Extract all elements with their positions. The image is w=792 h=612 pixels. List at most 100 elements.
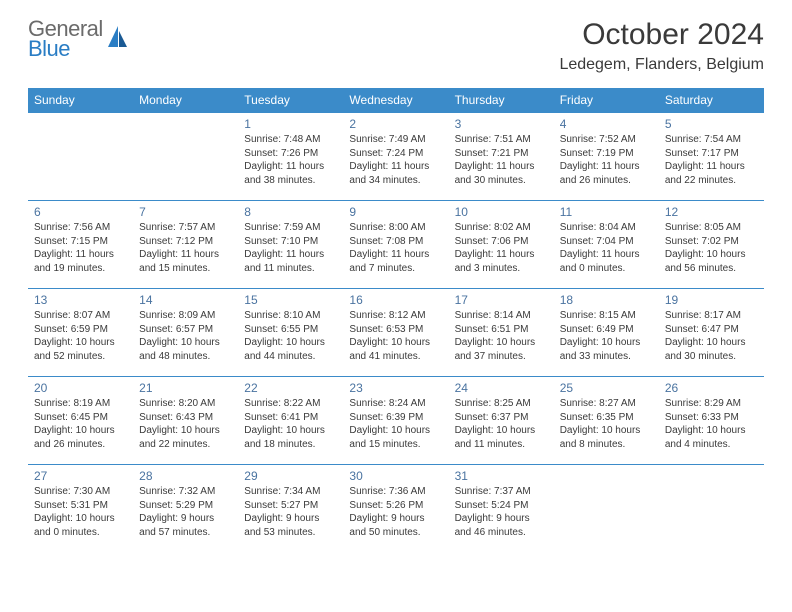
sunset-text: Sunset: 6:39 PM [349,411,442,425]
daylight-text: Daylight: 11 hours and 0 minutes. [560,248,653,275]
daylight-text: Daylight: 11 hours and 11 minutes. [244,248,337,275]
sunset-text: Sunset: 6:49 PM [560,323,653,337]
sunset-text: Sunset: 6:41 PM [244,411,337,425]
sunrise-text: Sunrise: 7:37 AM [455,485,548,499]
day-number: 25 [560,380,653,396]
weekday-header-row: Sunday Monday Tuesday Wednesday Thursday… [28,88,764,113]
day-number: 20 [34,380,127,396]
daylight-text: Daylight: 10 hours and 44 minutes. [244,336,337,363]
daylight-text: Daylight: 10 hours and 8 minutes. [560,424,653,451]
calendar-day-cell: 19Sunrise: 8:17 AMSunset: 6:47 PMDayligh… [659,289,764,377]
daylight-text: Daylight: 10 hours and 4 minutes. [665,424,758,451]
calendar-day-cell: 28Sunrise: 7:32 AMSunset: 5:29 PMDayligh… [133,465,238,553]
day-number: 13 [34,292,127,308]
day-number: 30 [349,468,442,484]
calendar-day-cell: 7Sunrise: 7:57 AMSunset: 7:12 PMDaylight… [133,201,238,289]
sunset-text: Sunset: 5:24 PM [455,499,548,513]
calendar-day-cell [28,113,133,201]
daylight-text: Daylight: 10 hours and 33 minutes. [560,336,653,363]
weekday-header: Saturday [659,88,764,113]
calendar-day-cell: 2Sunrise: 7:49 AMSunset: 7:24 PMDaylight… [343,113,448,201]
calendar-day-cell: 25Sunrise: 8:27 AMSunset: 6:35 PMDayligh… [554,377,659,465]
daylight-text: Daylight: 10 hours and 52 minutes. [34,336,127,363]
calendar-day-cell: 22Sunrise: 8:22 AMSunset: 6:41 PMDayligh… [238,377,343,465]
day-number: 29 [244,468,337,484]
sunset-text: Sunset: 7:10 PM [244,235,337,249]
sunrise-text: Sunrise: 7:49 AM [349,133,442,147]
sunrise-text: Sunrise: 8:19 AM [34,397,127,411]
weekday-header: Tuesday [238,88,343,113]
calendar-day-cell: 3Sunrise: 7:51 AMSunset: 7:21 PMDaylight… [449,113,554,201]
daylight-text: Daylight: 9 hours and 53 minutes. [244,512,337,539]
sunset-text: Sunset: 6:55 PM [244,323,337,337]
calendar-day-cell: 1Sunrise: 7:48 AMSunset: 7:26 PMDaylight… [238,113,343,201]
sunrise-text: Sunrise: 8:02 AM [455,221,548,235]
page-header: General Blue October 2024 Ledegem, Fland… [28,18,764,74]
sunset-text: Sunset: 7:02 PM [665,235,758,249]
sunrise-text: Sunrise: 8:09 AM [139,309,232,323]
daylight-text: Daylight: 10 hours and 22 minutes. [139,424,232,451]
calendar-day-cell: 27Sunrise: 7:30 AMSunset: 5:31 PMDayligh… [28,465,133,553]
calendar-day-cell: 24Sunrise: 8:25 AMSunset: 6:37 PMDayligh… [449,377,554,465]
calendar-day-cell: 11Sunrise: 8:04 AMSunset: 7:04 PMDayligh… [554,201,659,289]
sunrise-text: Sunrise: 8:12 AM [349,309,442,323]
calendar-day-cell: 5Sunrise: 7:54 AMSunset: 7:17 PMDaylight… [659,113,764,201]
daylight-text: Daylight: 10 hours and 11 minutes. [455,424,548,451]
sunrise-text: Sunrise: 7:51 AM [455,133,548,147]
sunset-text: Sunset: 7:24 PM [349,147,442,161]
sunset-text: Sunset: 6:37 PM [455,411,548,425]
sunset-text: Sunset: 7:19 PM [560,147,653,161]
daylight-text: Daylight: 9 hours and 46 minutes. [455,512,548,539]
sunrise-text: Sunrise: 7:48 AM [244,133,337,147]
daylight-text: Daylight: 9 hours and 50 minutes. [349,512,442,539]
calendar-day-cell [659,465,764,553]
calendar-week-row: 13Sunrise: 8:07 AMSunset: 6:59 PMDayligh… [28,289,764,377]
calendar-day-cell: 10Sunrise: 8:02 AMSunset: 7:06 PMDayligh… [449,201,554,289]
sunrise-text: Sunrise: 8:22 AM [244,397,337,411]
weekday-header: Sunday [28,88,133,113]
day-number: 19 [665,292,758,308]
sunrise-text: Sunrise: 8:24 AM [349,397,442,411]
day-number: 9 [349,204,442,220]
daylight-text: Daylight: 10 hours and 30 minutes. [665,336,758,363]
sunrise-text: Sunrise: 7:36 AM [349,485,442,499]
sunset-text: Sunset: 6:59 PM [34,323,127,337]
day-number: 14 [139,292,232,308]
day-number: 28 [139,468,232,484]
sunset-text: Sunset: 6:47 PM [665,323,758,337]
sunset-text: Sunset: 7:08 PM [349,235,442,249]
daylight-text: Daylight: 11 hours and 7 minutes. [349,248,442,275]
sunset-text: Sunset: 7:21 PM [455,147,548,161]
calendar-page: General Blue October 2024 Ledegem, Fland… [0,0,792,571]
day-number: 27 [34,468,127,484]
calendar-day-cell: 23Sunrise: 8:24 AMSunset: 6:39 PMDayligh… [343,377,448,465]
daylight-text: Daylight: 11 hours and 15 minutes. [139,248,232,275]
sunrise-text: Sunrise: 8:20 AM [139,397,232,411]
calendar-day-cell: 9Sunrise: 8:00 AMSunset: 7:08 PMDaylight… [343,201,448,289]
day-number: 3 [455,116,548,132]
weekday-header: Thursday [449,88,554,113]
sunrise-text: Sunrise: 7:57 AM [139,221,232,235]
daylight-text: Daylight: 11 hours and 19 minutes. [34,248,127,275]
sunset-text: Sunset: 7:06 PM [455,235,548,249]
sunrise-text: Sunrise: 8:10 AM [244,309,337,323]
day-number: 2 [349,116,442,132]
sunrise-text: Sunrise: 8:29 AM [665,397,758,411]
title-block: October 2024 Ledegem, Flanders, Belgium [559,18,764,74]
day-number: 16 [349,292,442,308]
sunrise-text: Sunrise: 8:00 AM [349,221,442,235]
day-number: 23 [349,380,442,396]
daylight-text: Daylight: 10 hours and 48 minutes. [139,336,232,363]
sunset-text: Sunset: 6:57 PM [139,323,232,337]
daylight-text: Daylight: 10 hours and 41 minutes. [349,336,442,363]
day-number: 12 [665,204,758,220]
daylight-text: Daylight: 11 hours and 38 minutes. [244,160,337,187]
daylight-text: Daylight: 11 hours and 3 minutes. [455,248,548,275]
logo: General Blue [28,18,129,60]
sunrise-text: Sunrise: 7:32 AM [139,485,232,499]
day-number: 26 [665,380,758,396]
logo-word-2: Blue [28,38,103,60]
day-number: 21 [139,380,232,396]
daylight-text: Daylight: 10 hours and 15 minutes. [349,424,442,451]
calendar-day-cell: 15Sunrise: 8:10 AMSunset: 6:55 PMDayligh… [238,289,343,377]
